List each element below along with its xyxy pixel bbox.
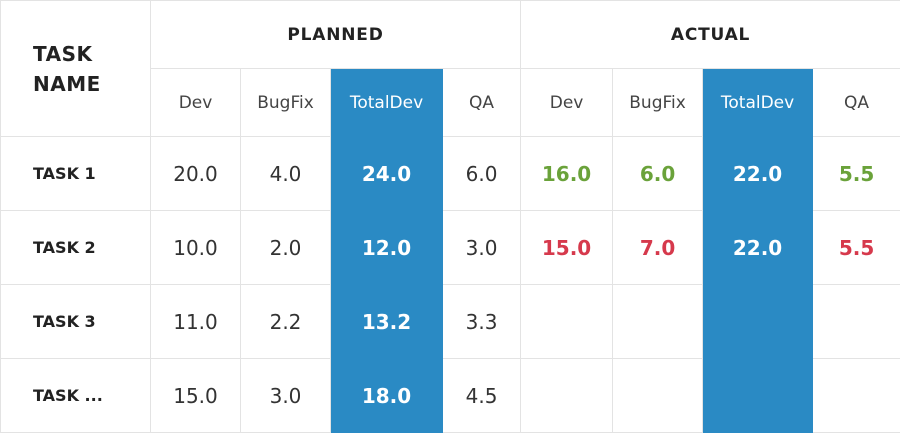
planned-group-header: PLANNED [149,0,522,69]
planned-totaldev-cell: 13.2 [330,284,443,359]
actual-bugfix-cell [612,284,704,359]
planned-bugfix-header: BugFix [240,68,331,137]
planned-totaldev-cell: 24.0 [330,136,443,211]
planned-totaldev-header: TotalDev [330,68,443,137]
actual-totaldev-header: TotalDev [702,68,814,137]
task-name-cell: TASK 1 [0,136,151,211]
table-row: TASK ... 15.0 3.0 18.0 4.5 [0,358,900,433]
planned-dev-cell: 11.0 [150,284,241,359]
actual-bugfix-cell: 6.0 [612,136,704,211]
planned-qa-cell: 3.0 [441,210,522,285]
planned-qa-cell: 6.0 [441,136,522,211]
actual-bugfix-cell: 7.0 [612,210,704,285]
actual-totaldev-cell: 22.0 [702,210,814,285]
planned-totaldev-cell: 18.0 [330,358,443,433]
planned-bugfix-cell: 2.0 [240,210,331,285]
planned-qa-header: QA [441,68,522,137]
planned-qa-cell: 4.5 [441,358,522,433]
table-row: TASK 3 11.0 2.2 13.2 3.3 [0,284,900,359]
planned-totaldev-cell: 12.0 [330,210,443,285]
planned-dev-cell: 20.0 [150,136,241,211]
actual-totaldev-cell: 22.0 [702,136,814,211]
planned-bugfix-cell: 3.0 [240,358,331,433]
actual-dev-header: Dev [520,68,614,137]
actual-qa-cell: 5.5 [812,136,900,211]
planned-dev-header: Dev [150,68,241,137]
task-name-header-line2: NAME [33,71,101,96]
actual-dev-cell: 16.0 [520,136,614,211]
planned-dev-cell: 10.0 [150,210,241,285]
actual-dev-cell [520,358,614,433]
actual-bugfix-cell [612,358,704,433]
actual-qa-cell [812,358,900,433]
actual-qa-cell [812,284,900,359]
actual-qa-cell: 5.5 [812,210,900,285]
task-name-header: TASK NAME [0,0,151,137]
actual-dev-cell: 15.0 [520,210,614,285]
actual-totaldev-cell [702,284,814,359]
actual-totaldev-cell [702,358,814,433]
actual-group-header: ACTUAL [520,0,900,69]
task-name-cell: TASK 3 [0,284,151,359]
planned-dev-cell: 15.0 [150,358,241,433]
actual-qa-header: QA [812,68,900,137]
table-row: TASK 1 20.0 4.0 24.0 6.0 16.0 6.0 22.0 5… [0,136,900,211]
task-name-cell: TASK 2 [0,210,151,285]
actual-bugfix-header: BugFix [612,68,704,137]
planned-bugfix-cell: 2.2 [240,284,331,359]
task-name-cell: TASK ... [0,358,151,433]
task-name-header-line1: TASK [33,41,93,66]
actual-dev-cell [520,284,614,359]
planned-qa-cell: 3.3 [441,284,522,359]
planned-bugfix-cell: 4.0 [240,136,331,211]
table-row: TASK 2 10.0 2.0 12.0 3.0 15.0 7.0 22.0 5… [0,210,900,285]
